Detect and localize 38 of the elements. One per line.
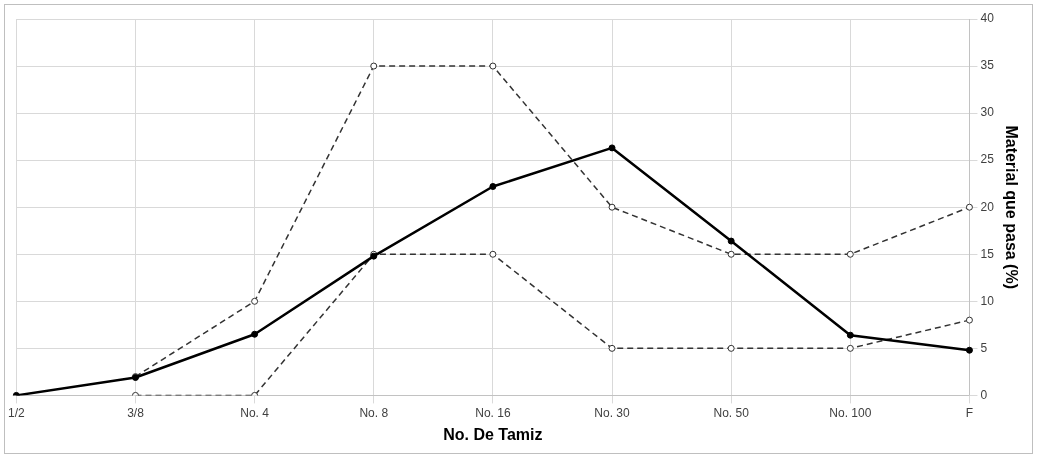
point — [727, 250, 735, 258]
point — [608, 144, 616, 152]
x-tick-label: No. 8 — [359, 405, 389, 420]
point — [727, 344, 735, 352]
point — [965, 346, 973, 354]
y-tick-label: 10 — [980, 293, 995, 308]
y-tick-label: 20 — [980, 199, 995, 214]
point — [727, 237, 735, 245]
x-tick-label: No. 100 — [829, 405, 872, 420]
x-tick-label: 3/8 — [127, 405, 145, 420]
point — [965, 316, 973, 324]
point — [846, 331, 854, 339]
x-tick-label: No. 50 — [713, 405, 750, 420]
y-tick-label: 15 — [980, 246, 995, 261]
point — [251, 297, 259, 305]
point — [846, 344, 854, 352]
x-axis-title: No. De Tamiz — [443, 425, 543, 443]
x-tick-label: F — [965, 405, 974, 420]
point — [489, 62, 497, 70]
point — [846, 250, 854, 258]
point — [965, 203, 973, 211]
point — [251, 330, 259, 338]
y-tick-label: 35 — [980, 58, 995, 73]
point — [489, 183, 497, 190]
y-tick-label: 40 — [980, 11, 995, 26]
x-tick-label: No. 30 — [594, 405, 631, 420]
y-tick-label: 30 — [980, 105, 995, 120]
x-tick-label: No. 4 — [240, 405, 270, 420]
point — [608, 203, 616, 211]
point — [608, 344, 616, 352]
y-tick-label: 5 — [980, 340, 988, 355]
y-tick-label: 25 — [980, 152, 995, 167]
x-tick-label: No. 16 — [475, 405, 511, 420]
y-axis-title: Material que pasa (%) — [1002, 125, 1020, 289]
point — [489, 250, 497, 258]
x-tick-label: 1/2 — [8, 405, 25, 420]
y-tick-label: 0 — [980, 387, 988, 402]
point — [370, 62, 378, 70]
